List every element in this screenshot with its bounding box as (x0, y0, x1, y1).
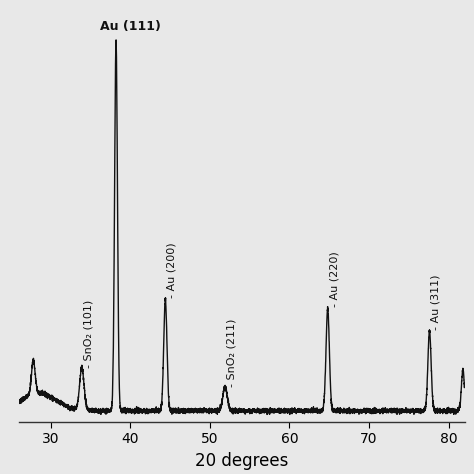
Text: Au (111): Au (111) (100, 20, 161, 33)
Text: - SnO₂ (211): - SnO₂ (211) (227, 318, 237, 387)
Text: - Au (220): - Au (220) (329, 251, 339, 307)
Text: - Au (311): - Au (311) (431, 274, 441, 330)
Text: - SnO₂ (101): - SnO₂ (101) (83, 300, 93, 368)
Text: - Au (200): - Au (200) (167, 242, 177, 298)
X-axis label: 20 degrees: 20 degrees (195, 452, 288, 470)
